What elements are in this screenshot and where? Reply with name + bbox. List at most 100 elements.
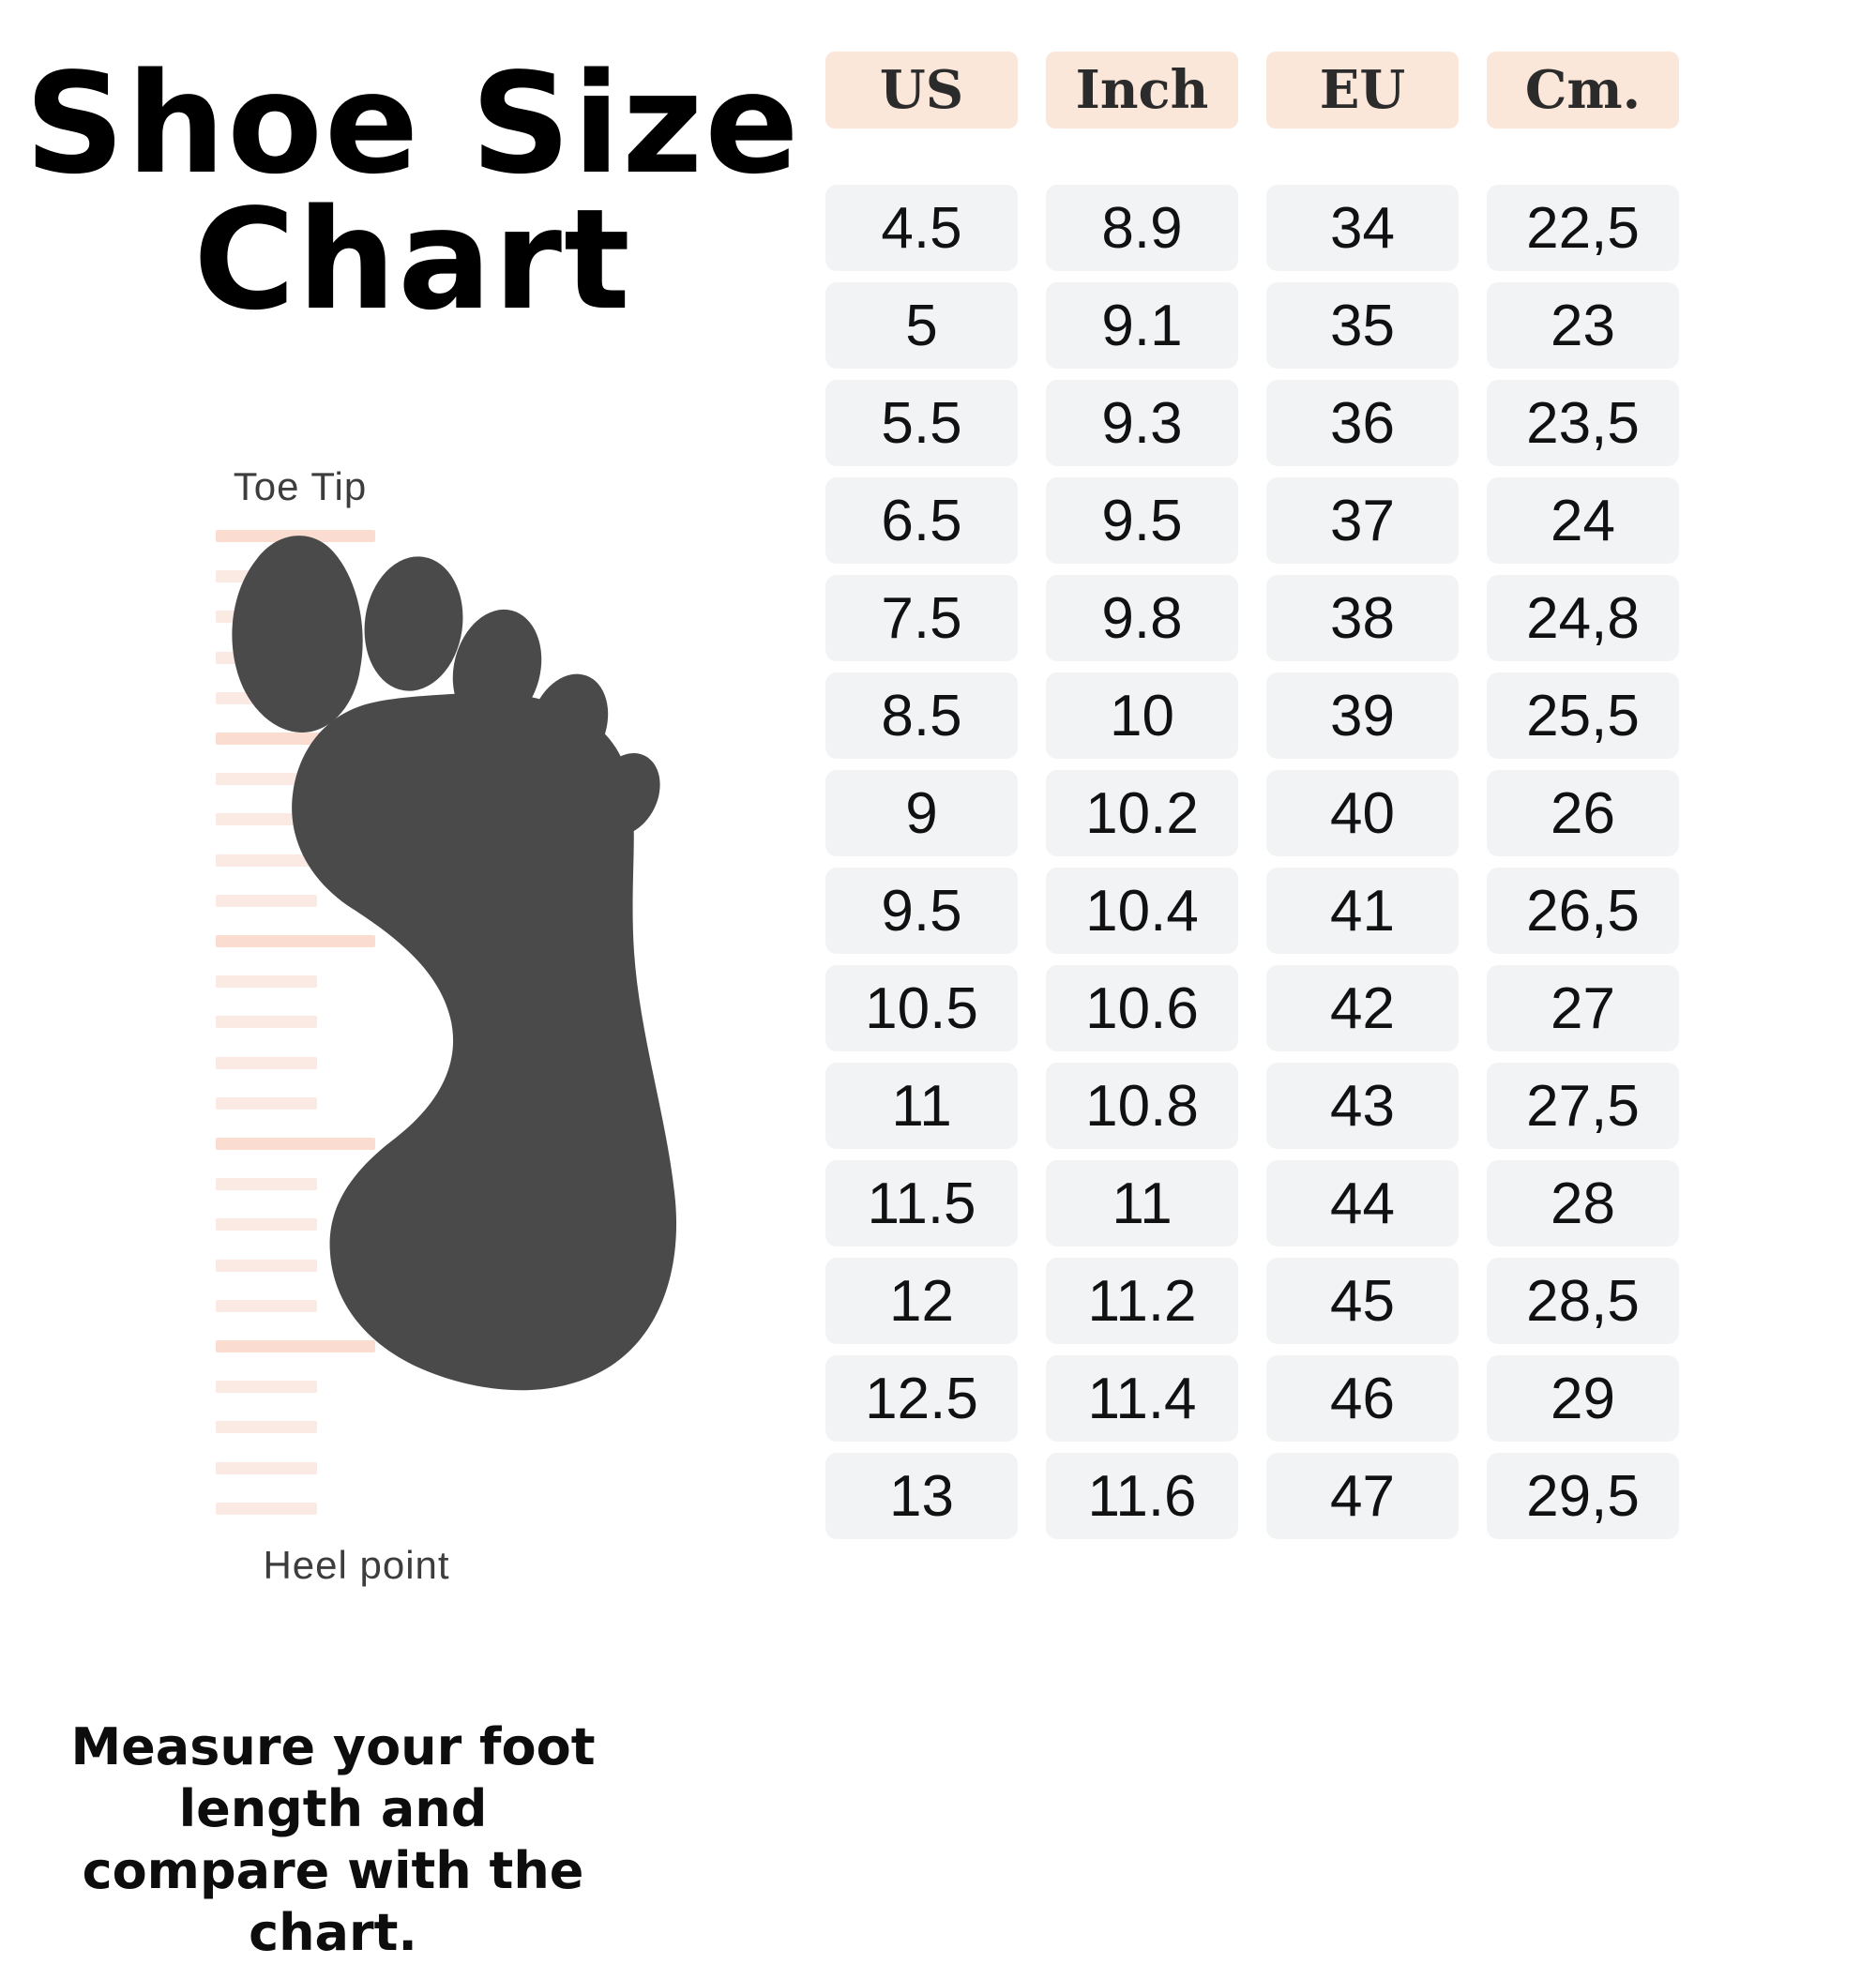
cell-inch: 9.3: [1046, 380, 1238, 466]
column-header-eu: EU: [1266, 52, 1459, 128]
ruler-tick: [216, 935, 375, 947]
table-row: 12.5 11.4 46 29: [825, 1355, 1857, 1442]
table-row: 11.5 11 44 28: [825, 1160, 1857, 1246]
ruler-tick: [216, 1381, 317, 1394]
table-row: 8.5 10 39 25,5: [825, 672, 1857, 759]
cell-us: 13: [825, 1453, 1018, 1539]
ruler-tick: [216, 1138, 375, 1150]
cell-cm: 25,5: [1487, 672, 1679, 759]
cell-cm: 22,5: [1487, 185, 1679, 271]
ruler-tick: [216, 1096, 317, 1110]
cell-us: 11.5: [825, 1160, 1018, 1246]
cell-inch: 11.2: [1046, 1258, 1238, 1344]
table-row: 13 11.6 47 29,5: [825, 1453, 1857, 1539]
cell-us: 9.5: [825, 868, 1018, 954]
cell-inch: 10.6: [1046, 965, 1238, 1051]
cell-inch: 10.8: [1046, 1063, 1238, 1149]
cell-us: 12.5: [825, 1355, 1018, 1442]
cell-eu: 42: [1266, 965, 1459, 1051]
ruler-tick: [216, 1299, 317, 1312]
toe-tip-label: Toe Tip: [233, 464, 368, 508]
ruler-tick: [216, 1461, 317, 1474]
footprint-illustration: [232, 536, 677, 1391]
cell-cm: 27,5: [1487, 1063, 1679, 1149]
cell-cm: 29: [1487, 1355, 1679, 1442]
ruler-tick: [216, 1259, 317, 1272]
cell-eu: 38: [1266, 575, 1459, 661]
cell-cm: 26: [1487, 770, 1679, 856]
cell-cm: 23,5: [1487, 380, 1679, 466]
ruler-tick: [216, 894, 317, 907]
cell-inch: 9.1: [1046, 282, 1238, 369]
table-row: 9 10.2 40 26: [825, 770, 1857, 856]
table-row: 10.5 10.6 42 27: [825, 965, 1857, 1051]
page-title: Shoe Size Chart: [24, 43, 801, 341]
table-row: 7.5 9.8 38 24,8: [825, 575, 1857, 661]
cell-us: 8.5: [825, 672, 1018, 759]
cell-inch: 9.8: [1046, 575, 1238, 661]
cell-cm: 24,8: [1487, 575, 1679, 661]
cell-inch: 11.6: [1046, 1453, 1238, 1539]
foot-sole-shape: [292, 692, 677, 1391]
cell-us: 7.5: [825, 575, 1018, 661]
table-row: 9.5 10.4 41 26,5: [825, 868, 1857, 954]
cell-eu: 36: [1266, 380, 1459, 466]
ruler-tick: [216, 1218, 317, 1231]
heel-point-label: Heel point: [263, 1543, 450, 1587]
cell-eu: 35: [1266, 282, 1459, 369]
cell-eu: 39: [1266, 672, 1459, 759]
ruler-tick: [216, 813, 317, 826]
cell-inch: 9.5: [1046, 477, 1238, 564]
cell-us: 5: [825, 282, 1018, 369]
cell-eu: 44: [1266, 1160, 1459, 1246]
left-panel: Shoe Size Chart Toe Tip Heel point Measu…: [0, 0, 825, 1962]
cell-eu: 47: [1266, 1453, 1459, 1539]
cell-us: 9: [825, 770, 1018, 856]
column-header-cm: Cm.: [1487, 52, 1679, 128]
cell-cm: 27: [1487, 965, 1679, 1051]
cell-eu: 40: [1266, 770, 1459, 856]
table-row: 6.5 9.5 37 24: [825, 477, 1857, 564]
size-table: US Inch EU Cm. 4.5 8.9 34 22,5 5 9.1 35 23 5.5 9.…: [825, 52, 1857, 1550]
ruler-tick: [216, 1421, 317, 1434]
cell-cm: 29,5: [1487, 1453, 1679, 1539]
instruction-text: Measure your foot length and compare wit…: [70, 1717, 596, 1962]
column-header-inch: Inch: [1046, 52, 1238, 128]
table-row: 4.5 8.9 34 22,5: [825, 185, 1857, 271]
ruler-tick: [216, 1178, 317, 1191]
cell-us: 12: [825, 1258, 1018, 1344]
cell-inch: 11: [1046, 1160, 1238, 1246]
cell-us: 4.5: [825, 185, 1018, 271]
ruler-tick: [216, 854, 317, 867]
cell-inch: 8.9: [1046, 185, 1238, 271]
cell-cm: 26,5: [1487, 868, 1679, 954]
ruler-tick: [216, 773, 317, 786]
ruler-tick: [216, 1056, 317, 1069]
cell-inch: 11.4: [1046, 1355, 1238, 1442]
cell-us: 6.5: [825, 477, 1018, 564]
table-row: 5 9.1 35 23: [825, 282, 1857, 369]
cell-eu: 46: [1266, 1355, 1459, 1442]
cell-cm: 28,5: [1487, 1258, 1679, 1344]
toe-2-shape: [364, 556, 463, 691]
ruler-tick: [216, 1016, 317, 1029]
cell-inch: 10.2: [1046, 770, 1238, 856]
ruler-tick: [216, 975, 317, 989]
table-row: 12 11.2 45 28,5: [825, 1258, 1857, 1344]
column-header-us: US: [825, 52, 1018, 128]
table-row: 11 10.8 43 27,5: [825, 1063, 1857, 1149]
cell-eu: 43: [1266, 1063, 1459, 1149]
cell-inch: 10: [1046, 672, 1238, 759]
cell-cm: 28: [1487, 1160, 1679, 1246]
table-header-row: US Inch EU Cm.: [825, 52, 1857, 128]
table-row: 5.5 9.3 36 23,5: [825, 380, 1857, 466]
cell-eu: 45: [1266, 1258, 1459, 1344]
ruler-tick: [216, 1340, 375, 1352]
cell-eu: 41: [1266, 868, 1459, 954]
cell-us: 5.5: [825, 380, 1018, 466]
cell-cm: 24: [1487, 477, 1679, 564]
cell-eu: 37: [1266, 477, 1459, 564]
cell-eu: 34: [1266, 185, 1459, 271]
cell-inch: 10.4: [1046, 868, 1238, 954]
